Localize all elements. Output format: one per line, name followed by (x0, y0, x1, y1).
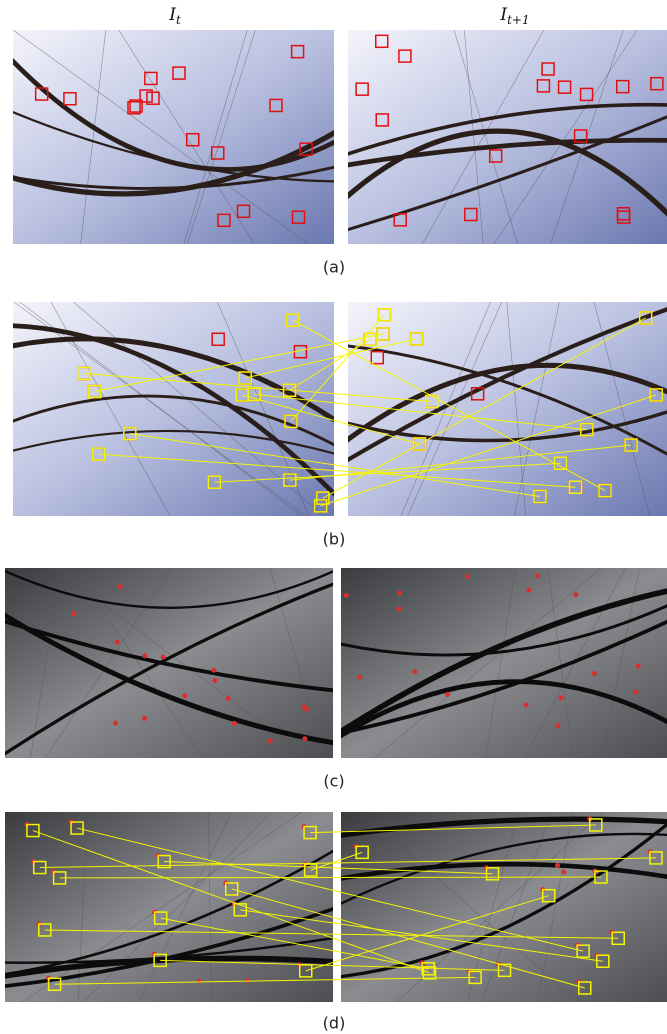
photo-content (336, 812, 667, 1002)
flower (113, 721, 118, 726)
flower (245, 978, 250, 983)
flower (555, 863, 560, 868)
header-right: It+1 (499, 5, 529, 27)
photo-content (336, 568, 667, 758)
photo-content (0, 568, 338, 758)
flower (268, 739, 273, 744)
flower (396, 607, 401, 612)
flower (212, 678, 217, 683)
flower (118, 584, 123, 589)
caption: (c) (323, 772, 344, 791)
flower (142, 716, 147, 721)
flower (535, 573, 540, 578)
photo (0, 568, 338, 758)
photo-content (0, 812, 338, 1002)
flower (196, 979, 201, 984)
flower (636, 664, 641, 669)
flower (302, 736, 307, 741)
photo-content (8, 30, 339, 244)
flower (357, 675, 362, 680)
photo (8, 30, 339, 244)
photo-content (8, 302, 339, 516)
header-left: It (168, 5, 181, 27)
flower (465, 574, 470, 579)
flower (161, 655, 166, 660)
flower (182, 693, 187, 698)
flower (558, 695, 563, 700)
photo-background (341, 812, 667, 1002)
photo (336, 812, 667, 1002)
flower (523, 703, 528, 708)
photo (343, 30, 667, 244)
photo-background (13, 30, 334, 244)
panels (0, 30, 667, 1002)
subscript: t+1 (507, 13, 530, 27)
flower (302, 704, 307, 709)
flower (556, 723, 561, 728)
flower (412, 669, 417, 674)
flower (573, 592, 578, 597)
photo (0, 812, 338, 1002)
caption: (a) (323, 258, 345, 277)
caption: (b) (323, 530, 346, 549)
photo-background (5, 812, 333, 1002)
flower (142, 653, 147, 658)
flower (561, 870, 566, 875)
flower (232, 721, 237, 726)
caption: (d) (323, 1014, 346, 1033)
photo (336, 568, 667, 758)
subscript: t (176, 13, 181, 27)
flower (592, 671, 597, 676)
photo-background (13, 302, 334, 516)
figure: It It+1 (a) (b) (c) (d) (0, 0, 667, 1034)
flower (445, 692, 450, 697)
flower (526, 588, 531, 593)
flower (226, 696, 231, 701)
flower (633, 689, 638, 694)
flower (344, 593, 349, 598)
photo-background (341, 568, 667, 758)
photo (8, 302, 339, 516)
flower (397, 590, 402, 595)
photo-content (343, 30, 667, 244)
flower (115, 640, 120, 645)
page: It It+1 (a) (b) (c) (d) (() => { const d… (0, 0, 667, 1034)
flower (71, 611, 76, 616)
flower (211, 668, 216, 673)
